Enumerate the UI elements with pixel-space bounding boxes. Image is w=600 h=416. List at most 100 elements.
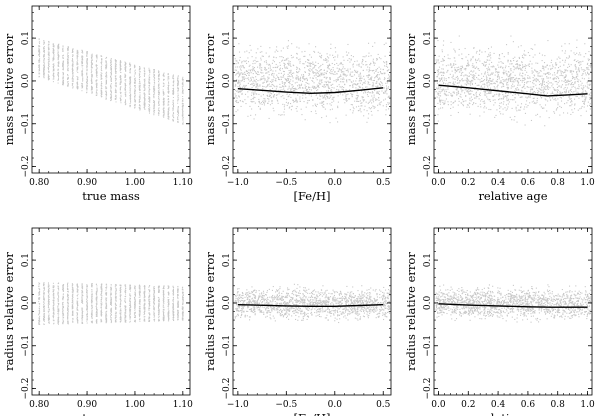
scatter-point (564, 61, 566, 63)
scatter-point (587, 84, 589, 86)
scatter-point (284, 104, 286, 106)
scatter-point (81, 62, 83, 64)
scatter-point (296, 68, 298, 70)
scatter-point (129, 72, 131, 74)
scatter-point (327, 67, 329, 69)
scatter-point (442, 74, 444, 76)
scatter-point (244, 51, 246, 53)
scatter-point (464, 47, 466, 50)
scatter-point (62, 61, 64, 63)
scatter-point (124, 64, 126, 66)
scatter-point (443, 56, 446, 58)
scatter-point (290, 65, 292, 67)
scatter-point (318, 86, 320, 89)
scatter-point (96, 71, 98, 73)
scatter-point (172, 77, 174, 79)
scatter-point (319, 83, 321, 85)
scatter-point (279, 89, 282, 91)
scatter-point (472, 94, 475, 96)
scatter-point (154, 88, 156, 90)
scatter-point (330, 47, 332, 50)
scatter-point (153, 99, 155, 101)
scatter-point (38, 48, 40, 50)
scatter-point (441, 68, 443, 70)
scatter-point (439, 101, 441, 103)
scatter-point (436, 62, 438, 64)
scatter-point (57, 57, 59, 59)
scatter-point (460, 68, 462, 71)
scatter-point (101, 93, 103, 95)
scatter-point (266, 72, 268, 74)
scatter-point (586, 68, 588, 70)
scatter-point (114, 95, 116, 97)
scatter-point (511, 85, 513, 87)
scatter-point (57, 79, 59, 81)
scatter-point (576, 95, 578, 97)
scatter-point (67, 70, 69, 72)
scatter-point (328, 63, 330, 65)
scatter-point (474, 67, 476, 69)
scatter-point (458, 48, 460, 50)
scatter-point (484, 86, 486, 88)
scatter-point (368, 52, 370, 54)
scatter-point (538, 83, 541, 86)
scatter-point (469, 113, 471, 115)
scatter-point (305, 89, 307, 92)
scatter-point (110, 80, 112, 82)
scatter-point (119, 84, 121, 86)
scatter-point (158, 91, 160, 93)
scatter-point (100, 74, 102, 76)
scatter-point (302, 94, 304, 96)
scatter-point (477, 78, 479, 80)
scatter-point (340, 62, 342, 64)
scatter-point (286, 80, 288, 82)
scatter-point (516, 89, 518, 91)
scatter-point (271, 83, 273, 85)
scatter-point (134, 86, 136, 88)
scatter-point (182, 116, 184, 118)
scatter-point (568, 43, 570, 45)
x-axis-label: [Fe/H] (293, 189, 330, 203)
scatter-point (101, 64, 103, 66)
scatter-point (143, 97, 145, 99)
scatter-point (488, 99, 490, 101)
scatter-point (480, 89, 482, 91)
scatter-point (571, 83, 573, 86)
scatter-point (240, 65, 242, 67)
scatter-point (300, 76, 302, 78)
scatter-point (537, 89, 539, 91)
scatter-point (328, 86, 330, 88)
scatter-point (387, 82, 389, 84)
scatter-point (532, 56, 534, 58)
scatter-point (302, 77, 304, 79)
scatter-point (506, 72, 508, 75)
scatter-point (304, 87, 306, 89)
scatter-point (377, 79, 379, 81)
scatter-point (48, 63, 50, 65)
scatter-point (62, 84, 64, 86)
scatter-point (86, 65, 88, 67)
scatter-point (239, 66, 241, 68)
scatter-point (239, 86, 241, 89)
scatter-point (139, 104, 141, 106)
scatter-point (143, 73, 145, 75)
scatter-point (492, 80, 494, 82)
scatter-point (67, 61, 69, 63)
scatter-point (373, 85, 375, 87)
scatter-point (139, 107, 141, 109)
scatter-point (442, 107, 444, 109)
scatter-point (71, 60, 73, 62)
scatter-point (336, 73, 338, 75)
scatter-point (325, 90, 328, 92)
scatter-point (143, 85, 145, 87)
scatter-point (43, 43, 45, 45)
scatter-point (356, 64, 358, 66)
scatter-point (313, 50, 315, 52)
scatter-point (359, 77, 362, 79)
scatter-point (67, 78, 69, 80)
scatter-point (367, 95, 369, 97)
scatter-point (269, 69, 271, 71)
scatter-point (86, 52, 88, 54)
scatter-point (163, 73, 165, 75)
scatter-point (275, 57, 277, 59)
